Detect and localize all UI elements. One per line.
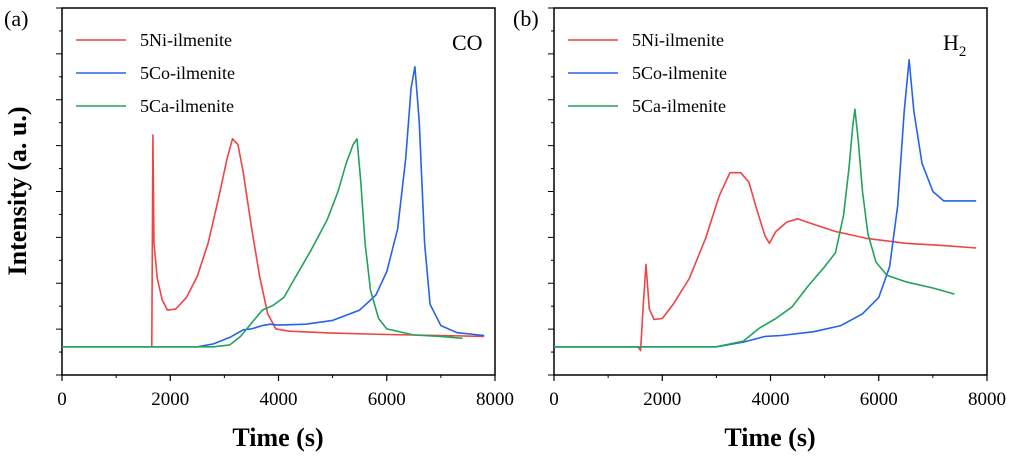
- panel-a: (a) Intensity (a. u.) Time (s) CO 0 2000 4…: [3, 6, 514, 452]
- x-tick-label: 4000: [752, 389, 790, 410]
- legend-label-5ca-ilmenite: 5Ca-ilmenite: [632, 96, 726, 116]
- x-tick-label: 6000: [860, 389, 898, 410]
- panel-a-gas-label: CO: [452, 30, 483, 55]
- legend-label-5co-ilmenite: 5Co-ilmenite: [140, 63, 235, 83]
- panel-a-legend: 5Ni-ilmenite 5Co-ilmenite 5Ca-ilmenite: [76, 30, 235, 116]
- x-tick-label: 2000: [151, 389, 189, 410]
- legend-label-5ni-ilmenite: 5Ni-ilmenite: [632, 30, 724, 50]
- x-tick-label: 6000: [368, 389, 406, 410]
- legend-label-5ni-ilmenite: 5Ni-ilmenite: [140, 30, 232, 50]
- series-line-5ni-ilmenite-b: [554, 171, 977, 352]
- panel-a-y-axis-label: Intensity (a. u.): [3, 106, 32, 275]
- series-line-5ca-ilmenite-b: [554, 108, 955, 348]
- panel-a-x-axis-label: Time (s): [232, 423, 323, 452]
- x-tick-label: 8000: [476, 389, 514, 410]
- panel-b-label: (b): [513, 6, 539, 31]
- legend-label-5ca-ilmenite: 5Ca-ilmenite: [140, 96, 234, 116]
- panel-a-label: (a): [4, 6, 28, 31]
- series-line-5ca-ilmenite-a: [62, 138, 463, 348]
- panel-a-ticks: 0 2000 4000 6000 8000: [56, 7, 514, 410]
- x-tick-label: 0: [549, 389, 559, 410]
- series-line-5co-ilmenite-b: [554, 59, 977, 348]
- x-tick-label: 8000: [968, 389, 1006, 410]
- panel-b-x-axis-label: Time (s): [724, 423, 815, 452]
- panel-b: (b) Time (s) H2 0 2000 4000 6000 8000 5Ni-il…: [513, 6, 1006, 452]
- series-line-5co-ilmenite-a: [62, 66, 485, 348]
- panel-a-plot-frame: [61, 7, 496, 376]
- x-tick-label: 4000: [260, 389, 298, 410]
- panel-b-ticks: 0 2000 4000 6000 8000: [548, 7, 1006, 410]
- panel-b-plot-frame: [553, 7, 988, 376]
- series-line-5ni-ilmenite-a: [151, 134, 485, 347]
- panel-b-lines: [554, 59, 977, 352]
- x-tick-label: 0: [57, 389, 67, 410]
- legend-label-5co-ilmenite: 5Co-ilmenite: [632, 63, 727, 83]
- panel-b-legend: 5Ni-ilmenite 5Co-ilmenite 5Ca-ilmenite: [568, 30, 727, 116]
- panel-a-lines: [62, 66, 485, 348]
- panel-b-gas-label: H2: [943, 30, 966, 60]
- x-tick-label: 2000: [643, 389, 681, 410]
